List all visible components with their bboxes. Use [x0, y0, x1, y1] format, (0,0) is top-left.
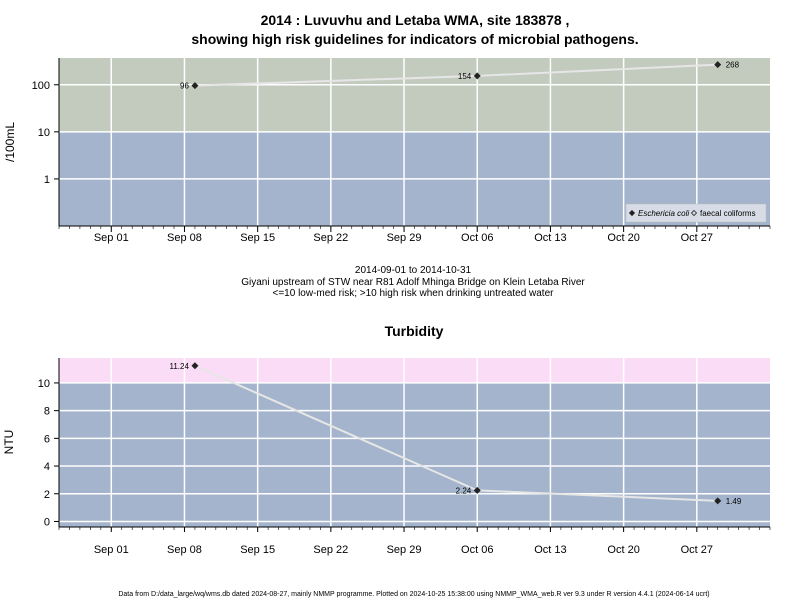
high-risk-zone: [59, 358, 770, 383]
legend: Eschericia coli faecal coliforms: [625, 203, 767, 223]
legend-entry: faecal coliforms: [700, 209, 756, 218]
legend-entry: Eschericia coli: [638, 209, 689, 218]
data-label: 2.24: [456, 486, 472, 495]
ecoli-panel: Sep 01 Sep 08 Sep 15 Sep 22 Sep 29 Oct 06 Oct …: [3, 58, 771, 244]
x-tick-label: Sep 29: [387, 232, 422, 244]
x-tick-label: Oct 06: [461, 544, 493, 556]
data-label: 1.49: [726, 497, 742, 506]
x-tick-label: Sep 08: [167, 544, 202, 556]
data-label: 96: [180, 82, 189, 91]
y-tick-label: 0: [44, 516, 50, 528]
data-point: [191, 82, 199, 90]
x-tick-label: Oct 13: [534, 232, 566, 244]
x-tick-label: Sep 22: [313, 544, 348, 556]
legend-marker-open: [690, 209, 698, 217]
x-tick-label: Oct 13: [534, 544, 566, 556]
data-label: 154: [458, 72, 472, 81]
data-point: [714, 61, 722, 69]
risk-guideline-text: <=10 low-med risk; >10 high risk when dr…: [273, 288, 555, 299]
footer-text: Data from D:/data_large/wq/wms.db dated …: [118, 591, 709, 598]
x-tick-label: Sep 15: [240, 232, 275, 244]
data-point: [473, 486, 481, 494]
x-tick-label: Oct 27: [681, 544, 713, 556]
x-tick-label: Sep 01: [94, 544, 129, 556]
data-point: [191, 362, 199, 370]
turbidity-panel: Sep 01 Sep 08 Sep 15 Sep 22 Sep 29 Oct 06 Oct …: [2, 358, 771, 556]
y-tick-label: 1: [44, 174, 50, 186]
high-risk-zone: [59, 58, 770, 132]
x-tick-label: Sep 22: [313, 232, 348, 244]
low-risk-zone: [59, 382, 770, 527]
y-tick-label: 6: [44, 433, 50, 445]
x-tick-label: Sep 15: [240, 544, 275, 556]
y-tick-label: 100: [32, 80, 50, 92]
y-axis-title: NTU: [2, 430, 16, 455]
data-point: [473, 72, 481, 80]
legend-marker-filled: [628, 209, 636, 217]
chart-title-line-2: showing high risk guidelines for indicat…: [191, 31, 638, 47]
data-label: 11.24: [169, 362, 189, 371]
y-tick-label: 8: [44, 406, 50, 418]
x-tick-label: Sep 01: [94, 232, 129, 244]
chart-title-line-1: 2014 : Luvuvhu and Letaba WMA, site 1838…: [261, 12, 570, 28]
y-tick-label: 10: [38, 127, 50, 139]
data-point: [714, 497, 722, 505]
y-tick-label: 4: [44, 461, 50, 473]
x-tick-label: Oct 20: [607, 544, 639, 556]
x-tick-label: Sep 08: [167, 232, 202, 244]
x-tick-label: Sep 29: [387, 544, 422, 556]
x-tick-label: Oct 20: [607, 232, 639, 244]
x-tick-label: Oct 27: [681, 232, 713, 244]
date-range-text: 2014-09-01 to 2014-10-31: [355, 265, 472, 276]
y-axis-title: /100mL: [3, 122, 17, 162]
x-tick-label: Oct 06: [461, 232, 493, 244]
data-label: 268: [726, 61, 740, 70]
turbidity-title: Turbidity: [385, 323, 444, 339]
site-description-text: Giyani upstream of STW near R81 Adolf Mh…: [241, 277, 585, 288]
y-tick-label: 10: [38, 378, 50, 390]
y-tick-label: 2: [44, 489, 50, 501]
